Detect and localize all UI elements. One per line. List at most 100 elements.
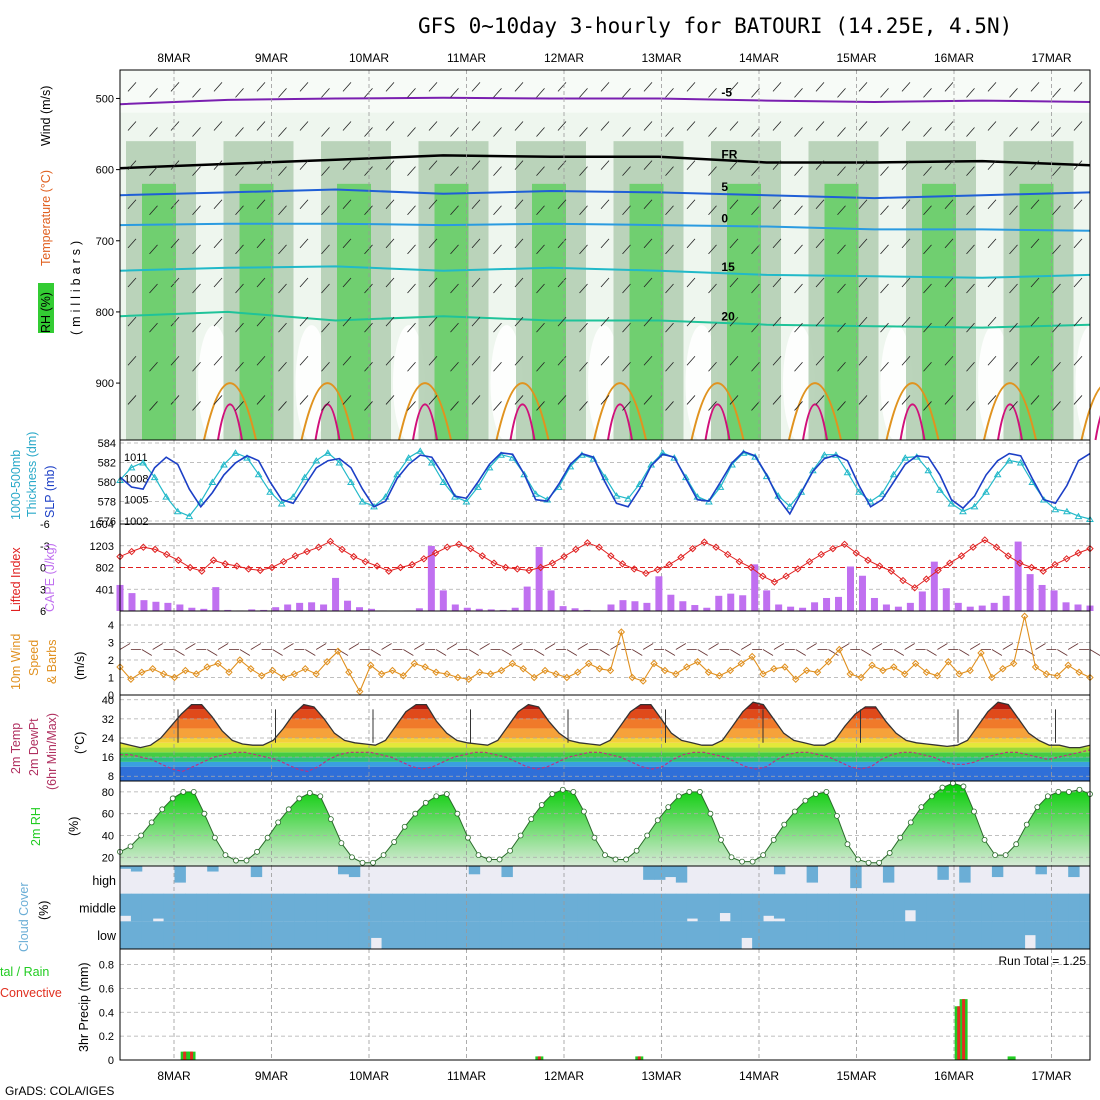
cloud-cell-high [806, 866, 819, 883]
temp-band [120, 738, 1090, 743]
date-label-top: 11MAR [447, 51, 486, 65]
li-point [209, 556, 218, 564]
warm-contour-outer [495, 382, 550, 441]
wind-speed-point [966, 666, 974, 675]
cloud-cell-middle [545, 893, 557, 922]
upper-tick-label: 900 [96, 378, 114, 390]
rh-point [401, 823, 408, 830]
wind-barb [299, 395, 309, 405]
wind-speed-point [334, 647, 342, 655]
wind-barb [966, 283, 975, 294]
temp-line [119, 701, 1091, 749]
rh-point [528, 816, 535, 823]
li-point [513, 565, 522, 573]
dry-pocket [978, 325, 1010, 442]
date-label-bottom: 10MAR [349, 1069, 389, 1083]
li-point [198, 567, 206, 575]
rh-point [665, 804, 672, 811]
rh-point [928, 793, 935, 800]
wind-barb [348, 643, 360, 650]
li-point [759, 572, 767, 580]
cloud-row-label: low [97, 929, 117, 943]
wind-barb [708, 401, 717, 411]
wind-barb [127, 316, 137, 327]
thickness-point [127, 463, 136, 471]
wind-barb [1052, 244, 1061, 255]
wind-speed-point [225, 668, 233, 676]
cloud-cell-high [337, 866, 350, 875]
wind-barb [342, 277, 352, 288]
wind-tick-label: 0 [108, 690, 114, 702]
li-point [712, 543, 720, 551]
wind-barb [299, 82, 309, 92]
cloud-cell-middle [337, 893, 350, 922]
cloud-cell-low [555, 921, 568, 949]
wind-barb [729, 238, 739, 249]
dry-pocket [685, 325, 718, 442]
wind-barb [579, 127, 588, 137]
wind-barb [622, 88, 631, 98]
precip-conv-bar [637, 1056, 641, 1060]
wind-barb [944, 395, 954, 405]
wind-barb [858, 395, 868, 405]
li-point [840, 540, 849, 549]
wind-barb [407, 166, 416, 176]
wind-barb [577, 643, 588, 650]
wind-speed-point [977, 649, 985, 657]
rh-point [770, 836, 777, 843]
wind-barb [381, 643, 392, 650]
wind-barb [1009, 127, 1018, 137]
rh-point [1034, 804, 1041, 811]
wind-barb [250, 643, 261, 650]
cloud-cell-middle [839, 893, 851, 922]
wind-barb [1052, 166, 1061, 176]
cloud-cell-middle [664, 893, 677, 922]
wind-barb [858, 199, 868, 210]
cloud-cell-low [588, 921, 601, 949]
li-point [431, 549, 440, 557]
wind-barb [815, 82, 825, 92]
wind-barb [600, 199, 610, 210]
wind-barb [665, 205, 674, 216]
thickness-point [220, 460, 228, 468]
li-point [537, 563, 545, 572]
wind-barb [1002, 643, 1014, 650]
wind-speed-point [574, 668, 582, 676]
thickness-point [393, 470, 402, 478]
wind-barb [446, 643, 458, 650]
wind-barb [751, 362, 760, 372]
li-point [174, 556, 183, 564]
cape-bar [906, 602, 914, 611]
rh-side-labels: 2m RH (%) [29, 807, 81, 846]
cape-bar [715, 595, 723, 611]
wind-barb [1030, 395, 1040, 405]
wind-barb [665, 127, 674, 137]
slp-tick-label: 1011 [124, 452, 148, 464]
rh-point [159, 806, 166, 813]
li-point [466, 544, 475, 553]
cloud-cell-middle [141, 893, 154, 922]
wind-speed-point [802, 666, 811, 675]
wind-barb [170, 121, 180, 131]
date-label-bottom: 15MAR [836, 1069, 876, 1083]
temp-band [120, 728, 1090, 738]
wind-barb [987, 316, 997, 327]
wind-barb [385, 160, 395, 170]
cape-bar [1014, 541, 1022, 611]
rh-point [296, 795, 303, 802]
wind-barb [428, 199, 438, 210]
cape-bar [260, 609, 268, 611]
date-label-bottom: 11MAR [447, 1069, 486, 1083]
wind-barb [762, 649, 774, 656]
li-point [782, 572, 790, 580]
cloud-cell-high [1035, 866, 1047, 875]
wind-speed-point [584, 659, 593, 668]
wind-barb [428, 238, 438, 249]
li-point [139, 543, 148, 551]
wind-barb [321, 322, 330, 333]
li-point [478, 552, 486, 560]
li-point [910, 584, 919, 592]
li-point [724, 550, 732, 559]
wind-barb [566, 649, 578, 656]
wind-speed-point [1042, 670, 1051, 678]
